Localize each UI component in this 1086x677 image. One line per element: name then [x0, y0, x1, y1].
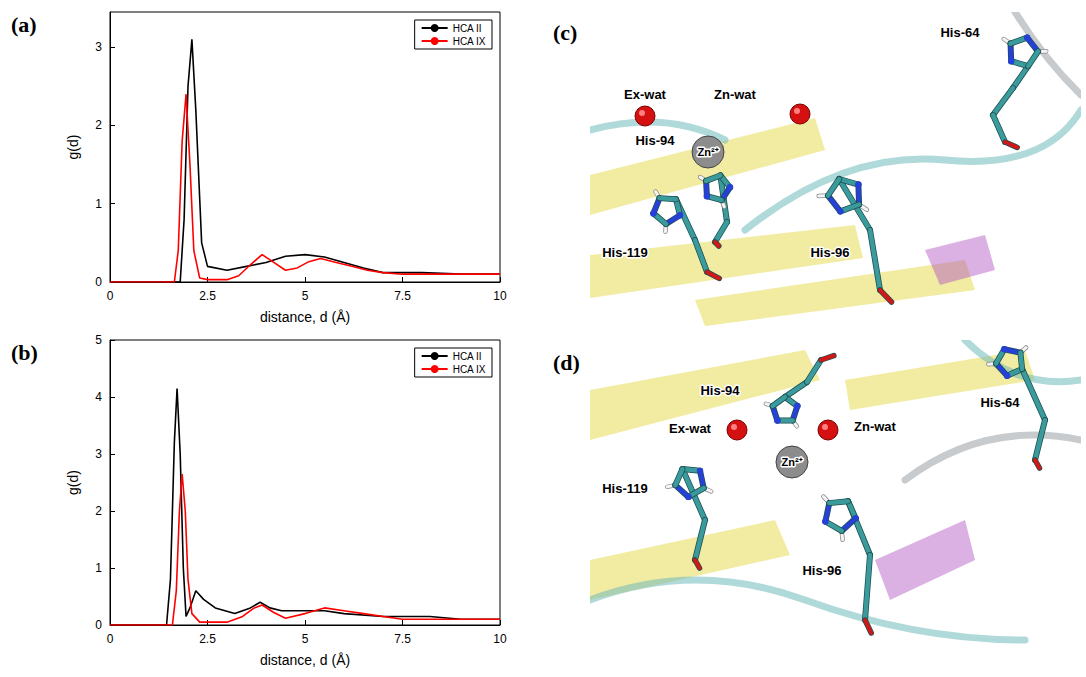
svg-text:Zn-wat: Zn-wat [714, 87, 757, 102]
svg-text:His-96: His-96 [802, 563, 841, 578]
svg-text:distance, d (Å): distance, d (Å) [260, 652, 350, 668]
svg-text:2.5: 2.5 [199, 632, 216, 646]
svg-text:3: 3 [95, 447, 102, 461]
svg-text:Zn-wat: Zn-wat [854, 419, 897, 434]
svg-text:0: 0 [107, 289, 114, 303]
svg-text:Zn²⁺: Zn²⁺ [781, 456, 802, 468]
svg-text:HCA II: HCA II [453, 351, 482, 362]
svg-text:5: 5 [95, 333, 102, 347]
svg-text:1: 1 [95, 197, 102, 211]
svg-text:4: 4 [95, 390, 102, 404]
svg-text:2.5: 2.5 [199, 289, 216, 303]
svg-text:3: 3 [95, 40, 102, 54]
svg-text:7.5: 7.5 [394, 632, 411, 646]
svg-text:1: 1 [95, 561, 102, 575]
svg-text:His-119: His-119 [602, 245, 648, 260]
svg-text:10: 10 [493, 632, 507, 646]
svg-text:His-64: His-64 [980, 395, 1020, 410]
svg-text:His-64: His-64 [940, 25, 980, 40]
svg-text:HCA II: HCA II [453, 23, 482, 34]
svg-text:g(d): g(d) [65, 470, 81, 495]
svg-text:Ex-wat: Ex-wat [624, 87, 667, 102]
svg-text:His-94: His-94 [700, 383, 740, 398]
svg-text:(c): (c) [553, 20, 577, 45]
svg-text:7.5: 7.5 [394, 289, 411, 303]
svg-text:(b): (b) [11, 340, 38, 365]
svg-text:5: 5 [302, 632, 309, 646]
svg-text:10: 10 [493, 289, 507, 303]
svg-text:g(d): g(d) [65, 135, 81, 160]
svg-text:HCA IX: HCA IX [453, 364, 486, 375]
svg-text:(d): (d) [553, 350, 580, 375]
svg-text:(a): (a) [11, 12, 37, 37]
svg-text:His-94: His-94 [635, 133, 675, 148]
svg-text:0: 0 [95, 618, 102, 632]
svg-text:Ex-wat: Ex-wat [669, 421, 712, 436]
svg-text:2: 2 [95, 118, 102, 132]
svg-text:0: 0 [95, 275, 102, 289]
svg-text:His-96: His-96 [810, 245, 849, 260]
svg-text:HCA IX: HCA IX [453, 36, 486, 47]
svg-text:5: 5 [302, 289, 309, 303]
svg-text:2: 2 [95, 504, 102, 518]
svg-text:0: 0 [107, 632, 114, 646]
svg-text:distance, d (Å): distance, d (Å) [260, 309, 350, 325]
svg-text:Zn²⁺: Zn²⁺ [697, 146, 718, 158]
svg-text:His-119: His-119 [602, 481, 648, 496]
